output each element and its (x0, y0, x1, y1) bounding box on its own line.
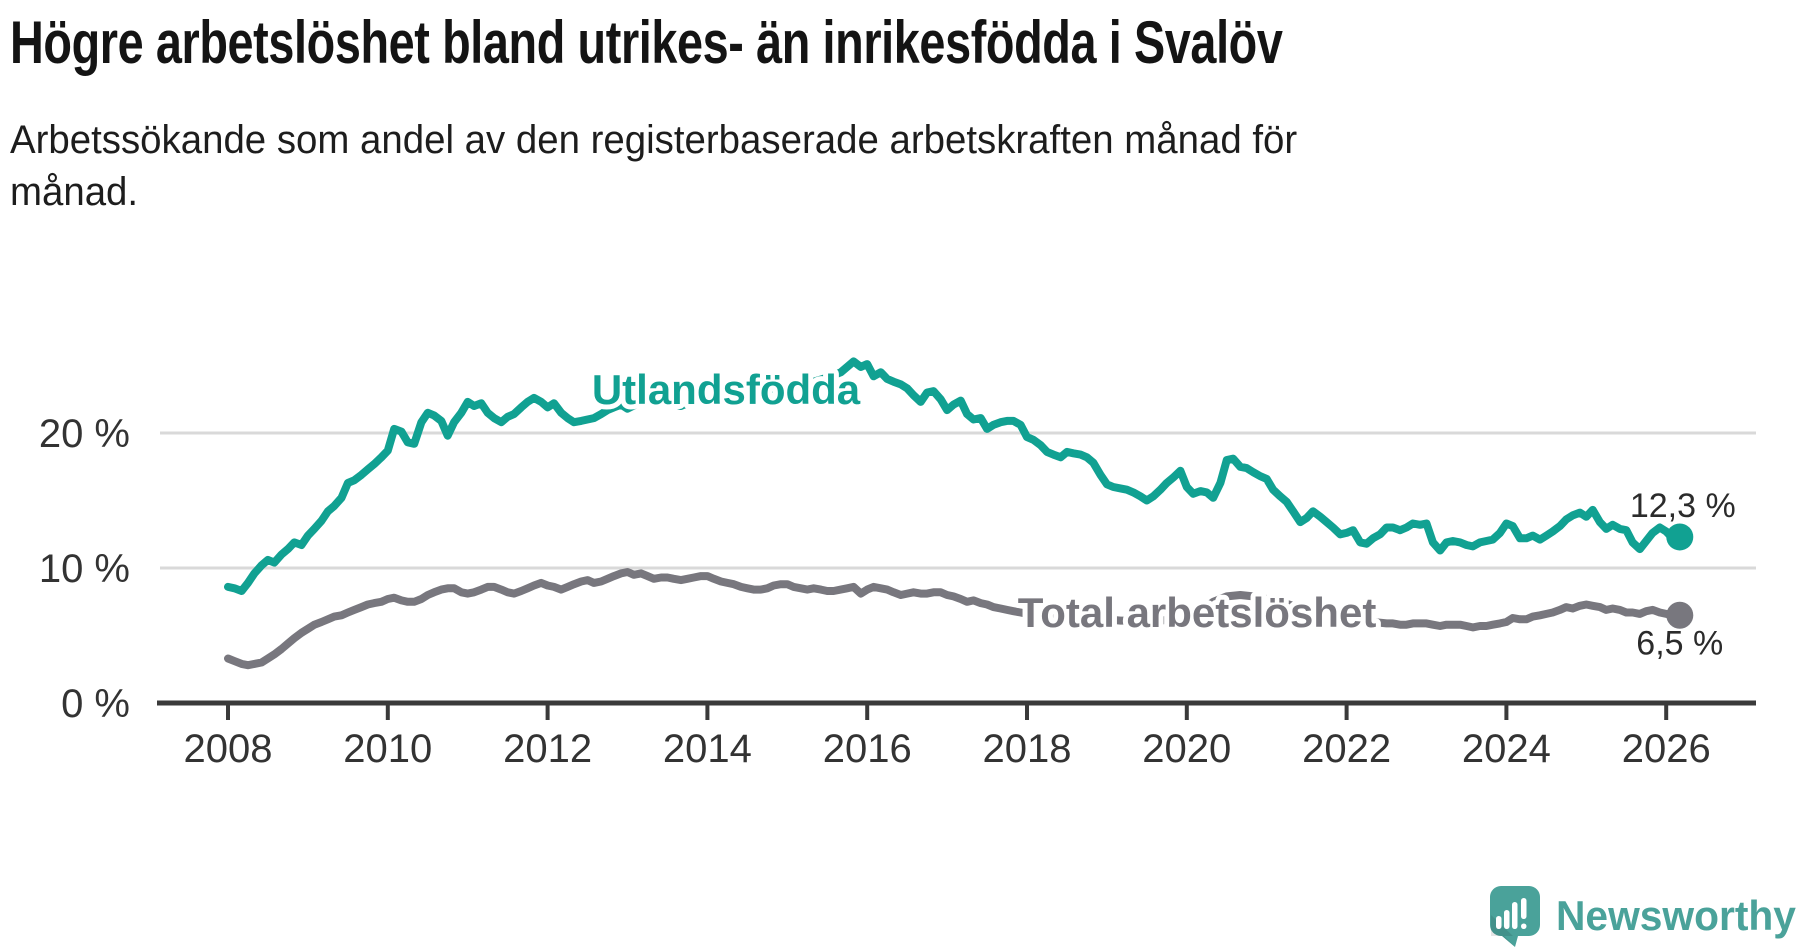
x-tick-label: 2008 (184, 727, 273, 771)
series-label-utlandsfodda: Utlandsfödda (592, 366, 861, 413)
x-tick-label: 2016 (823, 727, 912, 771)
series-line-total-arbetsloshet (224, 568, 1684, 670)
x-tick-label: 2020 (1142, 727, 1231, 771)
series-label-total-arbetsloshet: Total arbetslöshet (1018, 589, 1377, 636)
y-tick-label: 0 % (61, 682, 130, 726)
newsworthy-wordmark: Newsworthy (1556, 892, 1796, 939)
y-tick-label: 10 % (39, 547, 130, 591)
end-value-label: 12,3 % (1630, 487, 1736, 525)
newsworthy-icon (1490, 886, 1540, 947)
x-tick-label: 2026 (1622, 727, 1711, 771)
series-line-utlandsfodda (224, 357, 1684, 595)
x-tick-label: 2010 (343, 727, 432, 771)
x-tick-label: 2024 (1462, 727, 1551, 771)
chart-title: Högre arbetslöshet bland utrikes- än inr… (10, 9, 1283, 76)
y-tick-label: 20 % (39, 412, 130, 456)
series-end-dot (1666, 523, 1694, 551)
x-tick-label: 2012 (503, 727, 592, 771)
newsworthy-logo: Newsworthy (1489, 885, 1800, 947)
x-tick-label: 2018 (983, 727, 1072, 771)
series-end-dot (1666, 601, 1694, 629)
x-tick-label: 2022 (1302, 727, 1391, 771)
x-tick-label: 2014 (663, 727, 752, 771)
chart-subtitle: Arbetssökande som andel av den registerb… (10, 118, 1298, 214)
end-value-label: 6,5 % (1636, 624, 1723, 662)
